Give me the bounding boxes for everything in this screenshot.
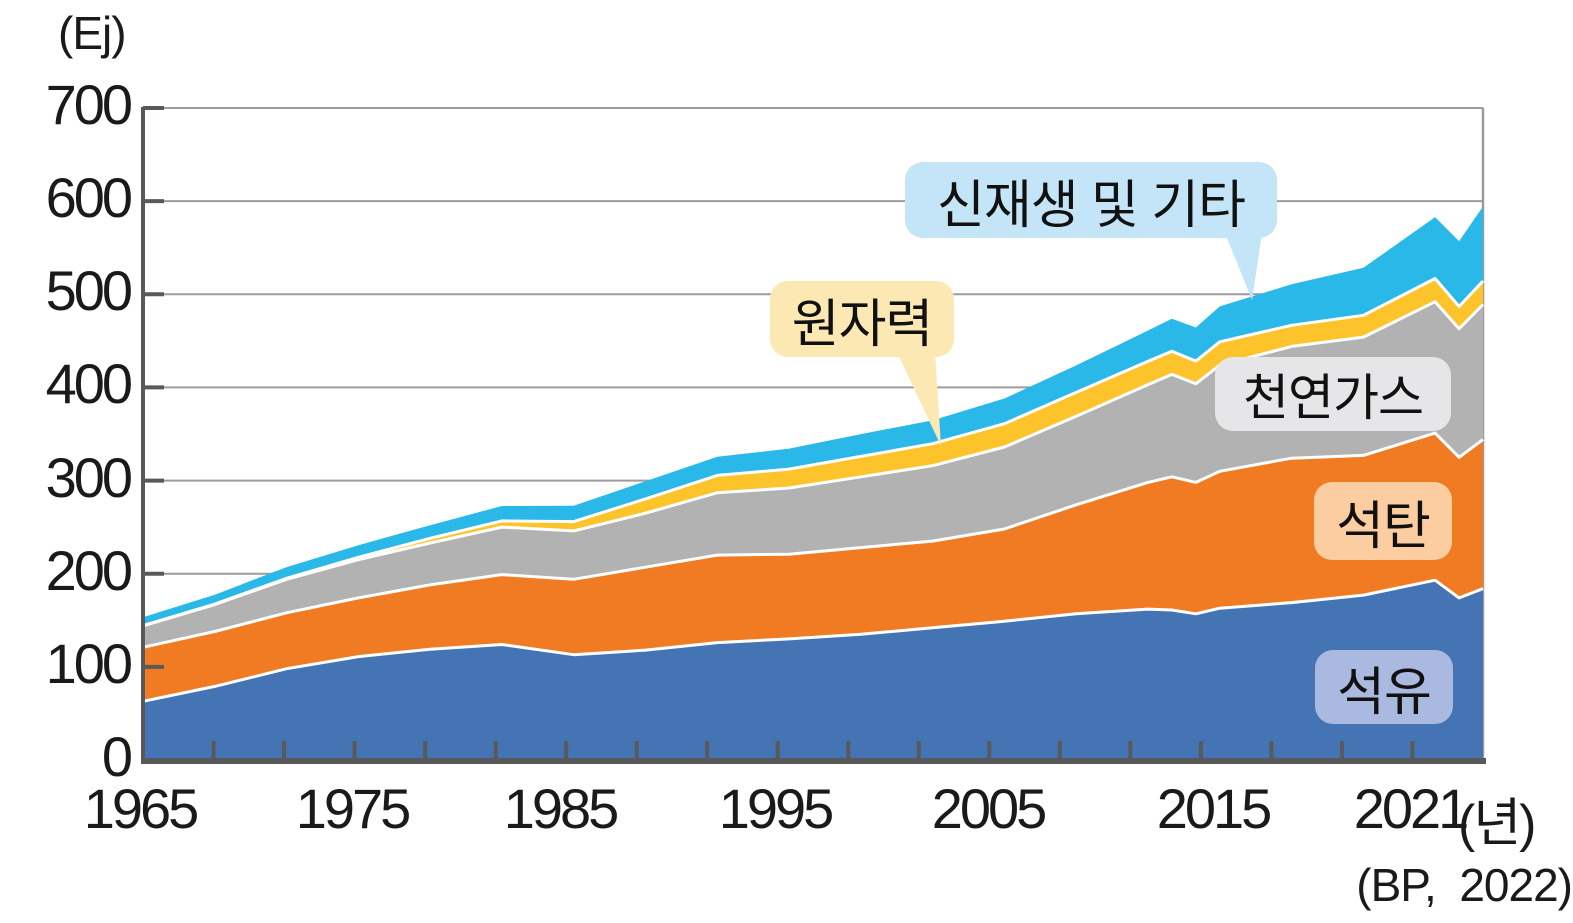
- y-axis-unit: (Ej): [58, 7, 127, 59]
- y-tick-500: 500: [45, 259, 133, 322]
- y-tick-600: 600: [45, 166, 133, 229]
- y-tick-400: 400: [45, 352, 133, 415]
- x-tick-1985: 1985: [503, 777, 620, 840]
- legend-label-natural-gas: 천연가스: [1215, 357, 1451, 431]
- x-tick-2021: 2021: [1353, 777, 1470, 840]
- source-citation: (BP, 2022): [1356, 859, 1573, 911]
- x-axis-unit: (년): [1458, 795, 1536, 853]
- legend-label-renewables-other: 신재생 및 기타: [905, 162, 1277, 238]
- legend-label-nuclear: 원자력: [770, 281, 954, 357]
- x-tick-2005: 2005: [931, 777, 1048, 840]
- y-tick-200: 200: [45, 539, 133, 602]
- legend-label-oil: 석유: [1315, 650, 1453, 724]
- x-tick-1965: 1965: [83, 777, 200, 840]
- y-tick-0: 0: [101, 725, 133, 788]
- x-tick-1975: 1975: [295, 777, 412, 840]
- y-tick-700: 700: [45, 73, 133, 136]
- legend-label-coal: 석탄: [1314, 482, 1452, 560]
- y-tick-300: 300: [45, 446, 133, 509]
- x-tick-1995: 1995: [718, 777, 835, 840]
- y-tick-100: 100: [45, 632, 133, 695]
- x-tick-2015: 2015: [1156, 777, 1273, 840]
